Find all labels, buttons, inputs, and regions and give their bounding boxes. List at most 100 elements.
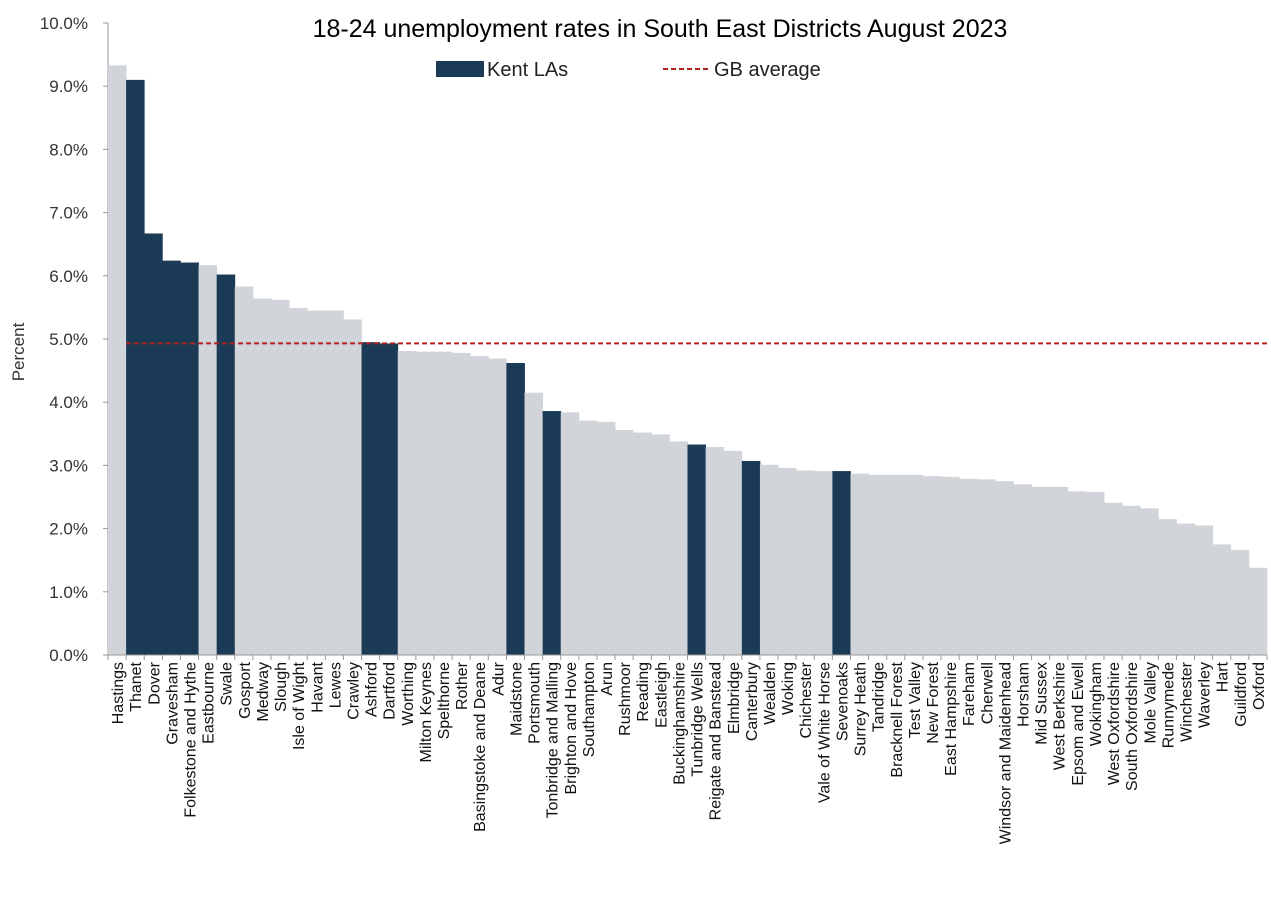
y-tick-label: 5.0% [49,330,88,349]
bar [1212,544,1232,655]
bar [651,434,670,655]
bar [1194,525,1214,655]
x-tick-label: Buckinghamshire [671,662,688,785]
x-tick-label: Gravesham [164,662,181,745]
x-tick-label: Arun [599,662,616,696]
x-tick-label: Thanet [128,661,145,711]
x-tick-label: Ashford [364,662,381,717]
x-tick-label: Oxford [1251,662,1268,710]
x-tick-label: Adur [490,661,507,695]
bar [578,420,598,655]
bar [452,352,471,655]
bar [397,351,417,655]
x-tick-label: Maidstone [508,662,525,736]
chart-title: 18-24 unemployment rates in South East D… [313,15,1008,43]
bar [379,343,399,655]
y-axis: 0.0% 1.0% 2.0% 3.0% 4.0% 5.0% 6.0% 7.0% 8.0% 9.0%… [40,14,109,665]
bar [1031,486,1051,655]
x-tick-label: Vale of White Horse [816,662,833,803]
y-tick-label: 3.0% [49,456,88,475]
x-tick-label: Epsom and Ewell [1070,662,1087,786]
x-tick-label: Test Valley [907,662,924,738]
x-tick-label: Folkestone and Hythe [182,662,199,818]
x-tick-label: Portsmouth [527,662,544,744]
x-tick-label: West Berkshire [1052,662,1069,770]
y-tick-label: 2.0% [49,520,88,539]
legend-kent-swatch [436,61,484,77]
y-tick-label: 6.0% [49,267,88,286]
bar [941,476,960,655]
bar [108,65,127,656]
bar [270,299,290,655]
x-tick-label: Milton Keynes [418,662,435,763]
x-tick-label: Canterbury [744,662,761,741]
x-tick-label: Reading [635,662,652,722]
y-tick-label: 4.0% [49,393,88,412]
bar [633,432,652,655]
bar [126,79,145,655]
bar [506,363,525,655]
bar [868,474,888,655]
x-tick-label: Wokingham [1088,662,1105,746]
bar [289,308,308,655]
x-tick-label: South Oxfordshire [1124,662,1141,791]
bar [307,310,326,655]
bar [343,319,362,655]
x-tick-label: Surrey Heath [853,662,870,756]
legend: Kent LAs GB average [436,59,821,81]
x-tick-label: Basingstoke and Deane [472,662,489,832]
x-tick-label: Eastleigh [653,662,670,728]
bar [977,479,996,655]
bar [470,356,489,655]
x-tick-label: Tunbridge Wells [690,662,707,777]
x-tick-label: Runnymede [1160,662,1177,748]
bars [108,65,1268,656]
bar [144,233,163,655]
bar [759,464,779,655]
x-tick-label: Chichester [798,661,815,738]
bar [560,412,580,655]
x-tick-label: Lewes [327,662,344,708]
bar [1085,491,1105,655]
y-tick-label: 0.0% [49,646,88,665]
bar [1158,519,1177,655]
x-tick-label: Isle of Wight [291,661,308,750]
legend-kent-label: Kent LAs [487,59,568,81]
x-tick-label: Elmbridge [726,662,743,734]
x-tick-label: Rother [454,661,471,710]
bar [180,262,199,655]
bar [234,286,254,655]
bar [1013,484,1032,655]
bar [723,450,743,655]
bar [741,460,761,655]
x-tick-label: Dover [146,661,163,704]
x-tick-label: Havant [309,661,326,712]
y-tick-label: 10.0% [40,14,88,33]
bar [832,471,851,655]
bar [669,441,688,655]
bar [1049,486,1069,655]
bar [252,298,272,655]
x-tick-label: Windsor and Maidenhead [997,662,1014,844]
bar [216,274,236,655]
x-tick-label: West Oxfordshire [1106,662,1123,785]
y-tick-label: 8.0% [49,140,88,159]
bar [615,430,634,655]
x-tick-label: Slough [273,662,290,712]
x-tick-label: Southampton [581,662,598,757]
bar [778,467,797,655]
bar [198,265,218,655]
x-axis [107,654,1268,660]
bar [1104,502,1123,655]
bar [1176,523,1195,655]
x-tick-label: Dartford [382,662,399,720]
x-tick-label: Tonbridge and Malling [545,662,562,819]
bar [850,473,869,655]
bar [814,471,833,655]
x-tick-label: Mid Sussex [1034,662,1051,745]
x-tick-label: Guildford [1233,662,1250,727]
bar [488,358,507,655]
x-tick-label: Fareham [961,662,978,726]
x-tick-label: Hastings [110,662,127,724]
